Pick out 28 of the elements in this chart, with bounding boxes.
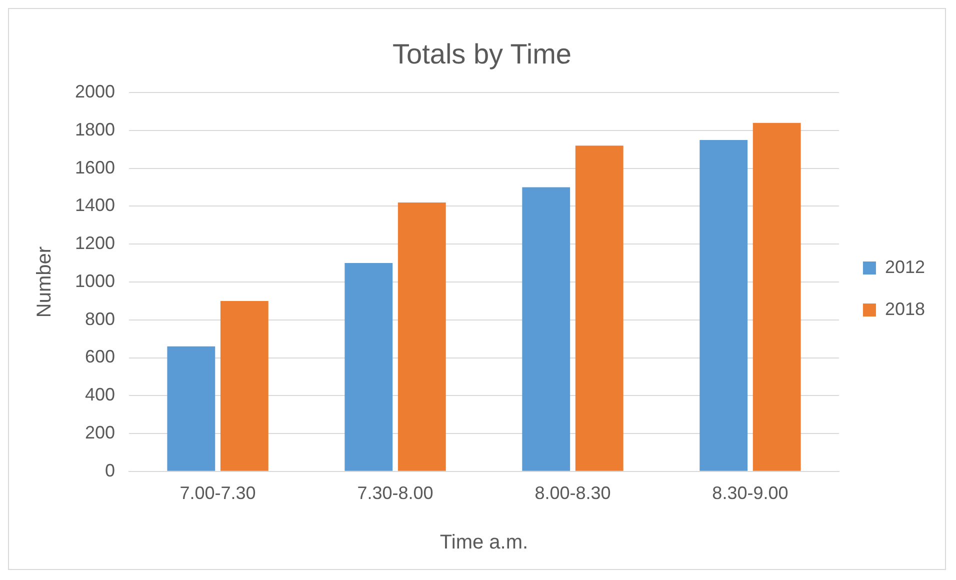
y-tick-label: 1200 (74, 233, 116, 254)
legend-label: 2018 (884, 298, 926, 319)
y-tick-label: 400 (84, 384, 116, 405)
legend-label: 2012 (884, 256, 926, 277)
y-tick-label: 2000 (74, 82, 116, 102)
bar (752, 122, 801, 471)
y-tick-label: 0 (105, 460, 116, 480)
x-tick-label: 8.00-8.30 (534, 483, 611, 504)
y-tick-label: 1600 (74, 157, 116, 178)
y-tick-label: 800 (84, 308, 116, 329)
x-axis-title: Time a.m. (440, 532, 528, 554)
y-tick-label: 1800 (74, 119, 116, 140)
bar (167, 346, 216, 471)
y-tick-label: 200 (84, 422, 116, 442)
x-tick-label: 7.30-8.00 (357, 483, 434, 504)
y-tick-label: 1000 (74, 270, 116, 291)
bar (398, 202, 446, 471)
bar (700, 140, 748, 471)
bar (575, 146, 624, 471)
bar (220, 300, 268, 471)
bar (522, 187, 570, 471)
bar (344, 263, 393, 471)
x-tick-label: 8.30-9.00 (712, 483, 788, 504)
y-tick-label: 1400 (74, 195, 116, 216)
chart-title: Totals by Time (392, 38, 572, 70)
y-tick-label: 600 (84, 346, 116, 367)
x-tick-label: 7.00-7.30 (180, 483, 256, 504)
y-axis-title: Number (34, 246, 56, 318)
